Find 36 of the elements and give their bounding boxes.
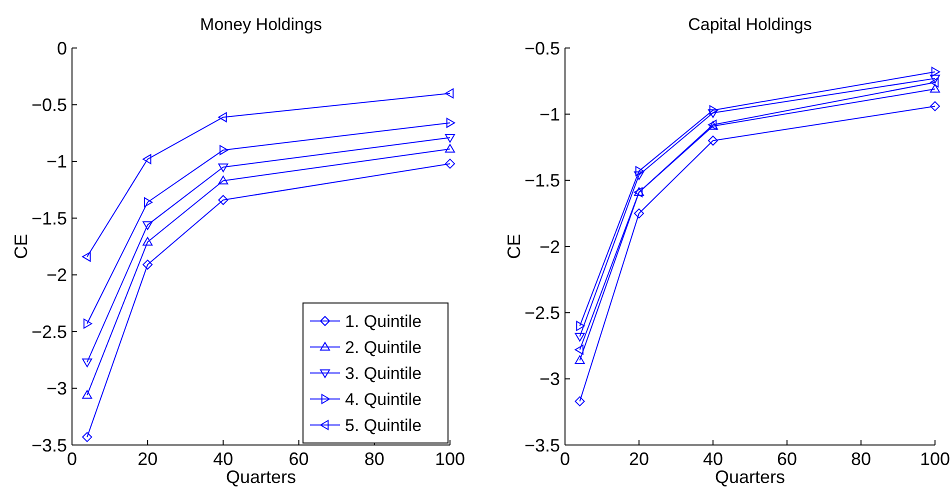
y-tick-label: −3.5: [31, 435, 67, 456]
legend-label: 3. Quintile: [345, 364, 422, 383]
y-tick-label: −3: [46, 378, 67, 399]
x-axis-title: Quarters: [226, 467, 296, 487]
y-tick-label: 0: [56, 38, 67, 58]
y-tick-label: −3: [539, 369, 560, 390]
x-tick-label: 40: [213, 449, 234, 469]
x-axis-title: Quarters: [714, 467, 786, 487]
x-tick-label: 60: [776, 449, 798, 469]
x-tick-label: 100: [920, 449, 950, 469]
x-tick-label: 100: [434, 449, 466, 469]
x-tick-label: 60: [288, 449, 309, 469]
y-tick-label: −1.5: [31, 208, 67, 228]
y-tick-label: −2: [539, 236, 560, 257]
y-tick-label: −1: [539, 104, 560, 124]
chart-title: Money Holdings: [200, 15, 322, 34]
y-tick-label: −2.5: [524, 302, 560, 323]
legend-label: 4. Quintile: [345, 390, 422, 409]
y-tick-label: −1.5: [524, 170, 560, 191]
y-tick-label: −0.5: [524, 38, 560, 58]
y-tick-label: −2.5: [31, 322, 67, 342]
y-tick-label: −3.5: [524, 435, 560, 456]
y-axis-title: CE: [504, 234, 524, 260]
y-axis-title: CE: [11, 234, 31, 260]
x-tick-label: 80: [364, 449, 384, 469]
legend-label: 5. Quintile: [345, 416, 422, 435]
x-tick-label: 20: [628, 449, 650, 469]
chart-title: Capital Holdings: [688, 15, 812, 34]
x-tick-label: 80: [850, 449, 872, 469]
x-tick-label: 40: [702, 449, 724, 469]
y-tick-label: −0.5: [31, 95, 67, 116]
y-tick-label: −2: [46, 265, 67, 286]
legend-label: 1. Quintile: [345, 312, 422, 331]
legend-label: 2. Quintile: [345, 338, 422, 357]
y-tick-label: −1: [46, 152, 67, 172]
x-tick-label: 20: [138, 449, 158, 469]
